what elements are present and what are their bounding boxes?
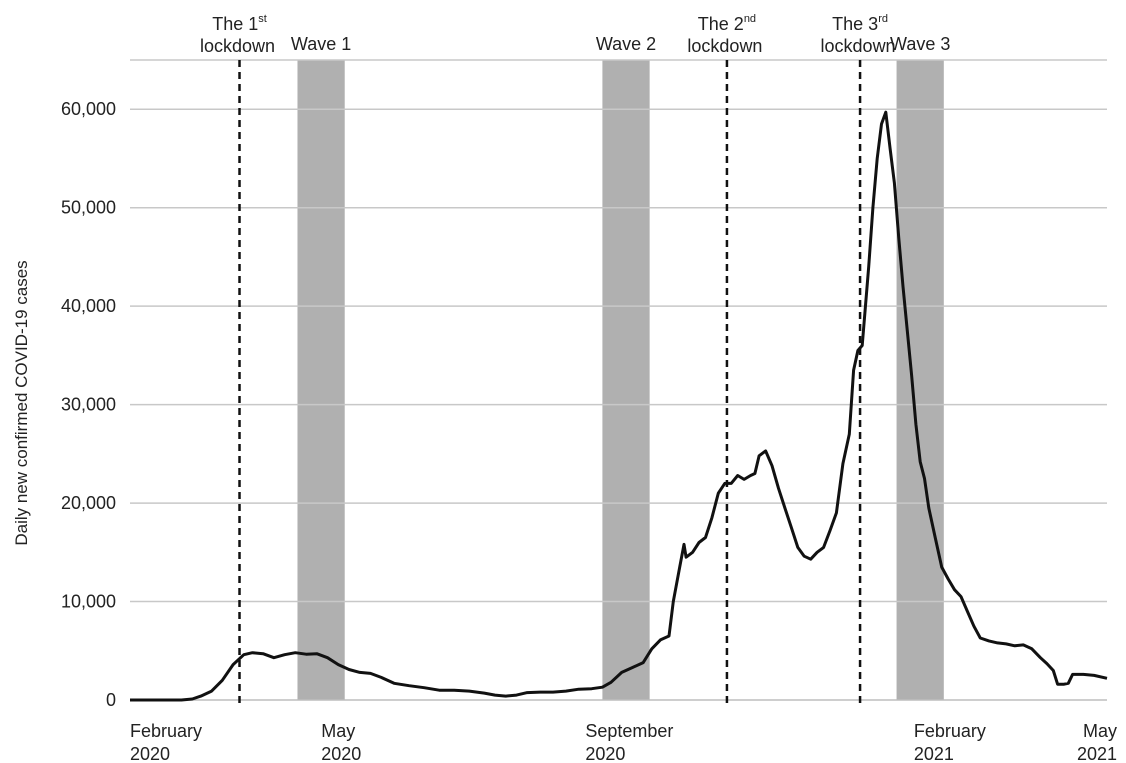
x-tick-label-month: September xyxy=(585,721,673,741)
x-tick-label-month: May xyxy=(321,721,355,741)
wave-band-1 xyxy=(297,60,345,700)
lockdown-label-1: The 1st xyxy=(212,13,267,34)
y-tick-label: 10,000 xyxy=(61,592,116,612)
y-tick-label: 40,000 xyxy=(61,296,116,316)
lockdown-label-line2-2: lockdown xyxy=(687,36,762,56)
x-tick-label-year: 2020 xyxy=(585,744,625,763)
lockdown-lines xyxy=(238,60,862,708)
series-lines xyxy=(130,110,1108,702)
wave-band-2 xyxy=(602,60,650,700)
lockdown-label-line2-1: lockdown xyxy=(200,36,275,56)
y-tick-label: 50,000 xyxy=(61,198,116,218)
lockdown-label-line2-3: lockdown xyxy=(821,36,896,56)
x-tick-label-month: February xyxy=(130,721,202,741)
y-axis-label: Daily new confirmed COVID-19 cases xyxy=(12,260,31,545)
y-tick-label: 30,000 xyxy=(61,395,116,415)
x-tick-label-year: 2021 xyxy=(914,744,954,763)
x-axis-ticks: February 2020 May 2020 September 2020 February… xyxy=(130,721,1117,763)
x-tick-label-month: February xyxy=(914,721,986,741)
wave-label-3: Wave 3 xyxy=(890,34,950,54)
wave-bands xyxy=(297,60,944,700)
series-line-1 xyxy=(130,110,1108,702)
x-tick-label-year: 2021 xyxy=(1077,744,1117,763)
x-tick-label-year: 2020 xyxy=(321,744,361,763)
lockdown-label-3: The 3rd xyxy=(832,13,888,34)
y-tick-label: 60,000 xyxy=(61,99,116,119)
wave-label-2: Wave 2 xyxy=(596,34,656,54)
x-tick-label-year: 2020 xyxy=(130,744,170,763)
wave-label-1: Wave 1 xyxy=(291,34,351,54)
y-tick-label: 0 xyxy=(106,690,116,710)
wave-band-3 xyxy=(896,60,944,700)
gridlines xyxy=(130,59,1107,701)
lockdown-label-2: The 2nd xyxy=(698,13,756,34)
x-tick-label-month: May xyxy=(1083,721,1117,741)
y-tick-label: 20,000 xyxy=(61,493,116,513)
y-axis-ticks: 0 10,000 20,000 30,000 40,000 50,000 60,000 xyxy=(61,99,116,710)
